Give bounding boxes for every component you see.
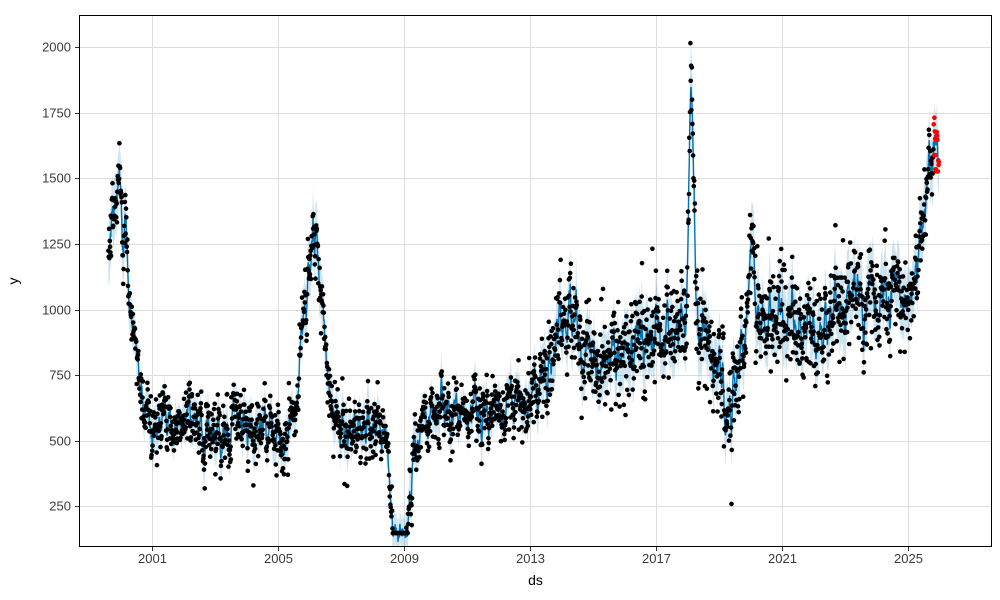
svg-text:1250: 1250 [42, 237, 71, 252]
svg-text:2013: 2013 [516, 551, 545, 566]
svg-text:2021: 2021 [768, 551, 797, 566]
svg-text:2005: 2005 [264, 551, 293, 566]
svg-text:2001: 2001 [138, 551, 167, 566]
svg-text:750: 750 [49, 368, 71, 383]
svg-text:2017: 2017 [642, 551, 671, 566]
svg-text:2025: 2025 [894, 551, 923, 566]
svg-text:y: y [5, 278, 21, 285]
svg-text:1500: 1500 [42, 171, 71, 186]
svg-text:2000: 2000 [42, 40, 71, 55]
svg-text:2009: 2009 [390, 551, 419, 566]
svg-text:ds: ds [528, 572, 543, 588]
svg-text:1000: 1000 [42, 303, 71, 318]
svg-text:500: 500 [49, 434, 71, 449]
svg-text:250: 250 [49, 499, 71, 514]
svg-text:1750: 1750 [42, 106, 71, 121]
